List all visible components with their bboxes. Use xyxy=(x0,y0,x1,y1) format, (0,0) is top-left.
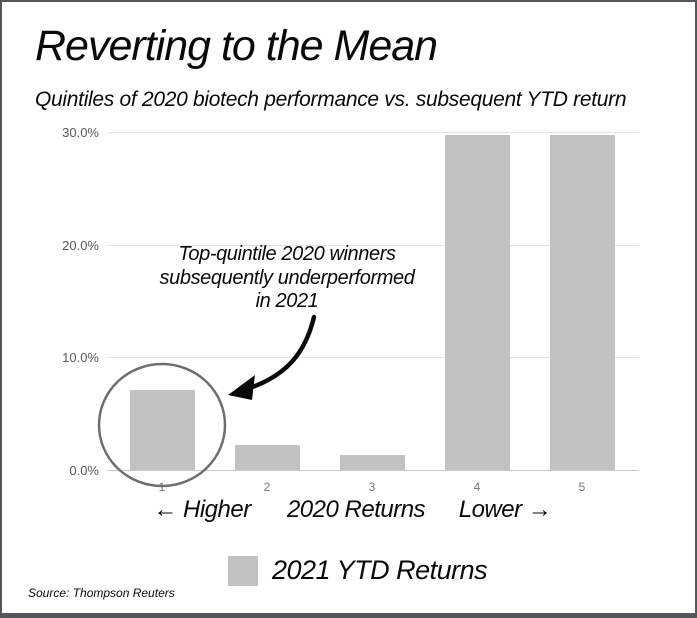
x-tick-1: 1 xyxy=(158,480,166,494)
x-tick-4: 4 xyxy=(473,480,481,494)
bar-quintile-2 xyxy=(234,445,300,470)
x-tick-5: 5 xyxy=(578,480,586,494)
gridline-20 xyxy=(107,245,639,246)
x-tick-2: 2 xyxy=(263,480,271,494)
x-tick-3: 3 xyxy=(368,480,376,494)
y-axis-label-30: 30.0% xyxy=(62,125,99,140)
chart-title: Reverting to the Mean xyxy=(35,22,438,70)
legend: 2021 YTD Returns xyxy=(228,555,488,586)
source-note: Source: Thompson Reuters xyxy=(28,586,175,600)
x-axis-title: 2020 Returns xyxy=(286,496,426,523)
annotation-line-3: in 2021 xyxy=(255,290,319,312)
annotation-text: Top-quintile 2020 winners subsequently u… xyxy=(137,243,437,314)
gridline-0 xyxy=(107,470,639,471)
bar-quintile-5 xyxy=(549,135,615,470)
gridline-10 xyxy=(107,357,639,358)
y-axis-label-0: 0.0% xyxy=(69,463,99,478)
bar-quintile-3 xyxy=(339,455,405,470)
annotation-line-1: Top-quintile 2020 winners xyxy=(178,243,396,265)
annotation-arrow xyxy=(247,314,317,391)
y-axis-label-10: 10.0% xyxy=(62,350,99,365)
x-axis-higher-label: ← Higher xyxy=(153,496,251,523)
annotation-line-2: subsequently underperformed xyxy=(159,266,415,289)
x-axis-lower-label: Lower → xyxy=(458,496,552,523)
legend-swatch xyxy=(228,555,258,586)
bar-quintile-4 xyxy=(444,135,510,470)
y-axis-label-20: 20.0% xyxy=(62,238,99,253)
annotation-arrowhead xyxy=(228,375,255,400)
bar-quintile-1 xyxy=(129,390,195,470)
legend-label: 2021 YTD Returns xyxy=(272,555,488,585)
gridline-30 xyxy=(107,132,639,133)
chart-subtitle: Quintiles of 2020 biotech performance vs… xyxy=(35,88,627,111)
